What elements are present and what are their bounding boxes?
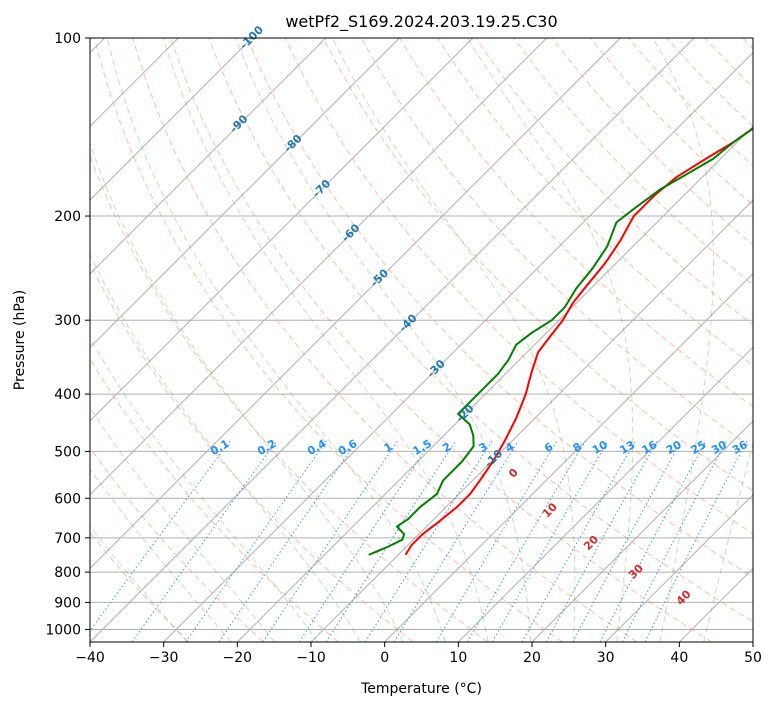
isotherm-line [90, 38, 621, 570]
mixing-ratio-line [185, 440, 327, 642]
mixing-ratio-line [218, 440, 358, 642]
moist-adiabat-line [90, 337, 319, 642]
x-tick-label: −20 [223, 650, 253, 666]
mixing-ratio-line [90, 440, 231, 632]
y-tick-label: 100 [54, 31, 81, 47]
dry-adiabat-line [94, 38, 563, 642]
dry-adiabat-line [322, 38, 753, 492]
isotherm-line [163, 51, 753, 642]
moist-adiabat-line [90, 468, 232, 642]
isotherm-line [605, 493, 753, 642]
moist-adiabat-line [652, 38, 715, 642]
isotherm-line [531, 420, 753, 642]
dry-adiabat-line [399, 38, 753, 408]
isotherm-line [90, 38, 400, 349]
grid-layer [90, 38, 753, 642]
moist-adiabat-line [332, 38, 576, 642]
dry-adiabat-line [90, 446, 264, 642]
x-tick-label: 10 [449, 650, 467, 666]
isotherm-line [90, 38, 548, 496]
dry-adiabat-line [208, 38, 753, 623]
isotherm-line [90, 38, 695, 642]
isotherm-line [236, 125, 753, 642]
axis-layer: −40 −30 −20 −10 0 10 20 30 40 50 100 200 300 400 500 60… [45, 31, 762, 666]
dry-adiabat-line [361, 38, 753, 449]
dry-adiabat-line [475, 38, 753, 326]
mixing-ratio-line [644, 440, 748, 642]
isotherm-line [90, 38, 474, 422]
x-tick-label: 40 [670, 650, 688, 666]
mixing-ratio-line [491, 440, 609, 642]
dry-adiabat-line [132, 38, 638, 642]
mixing-ratio-line [435, 440, 558, 642]
moist-adiabat-line [90, 406, 276, 642]
y-tick-label: 900 [54, 595, 81, 611]
isotherm-line [90, 38, 253, 201]
y-tick-label: 200 [54, 209, 81, 225]
moist-adiabat-line [106, 38, 447, 642]
y-tick-label: 800 [54, 565, 81, 581]
adiabat-layer [90, 38, 753, 642]
isotherm-line [90, 38, 327, 275]
dewpoint-profile-line [368, 127, 753, 556]
y-tick-label: 500 [54, 444, 81, 460]
moist-adiabat-line [90, 142, 404, 642]
mixing-ratio-line [599, 440, 707, 642]
mixing-ratio-line [131, 440, 278, 642]
mixing-ratio-line [262, 440, 398, 642]
isotherm-line [384, 272, 753, 642]
y-tick-label: 700 [54, 531, 81, 547]
dry-adiabat-line [513, 38, 753, 286]
moist-adiabat-line [162, 38, 489, 642]
isotherm-line [457, 346, 753, 642]
dry-adiabat-line [628, 38, 753, 167]
x-tick-label: −40 [75, 650, 105, 666]
y-tick-label: 600 [54, 491, 81, 507]
y-tick-label: 400 [54, 387, 81, 403]
chart-title: wetPf2_S169.2024.203.19.25.C30 [285, 12, 557, 32]
moist-adiabat-line [90, 253, 362, 642]
plot-frame [89, 37, 754, 643]
moist-adiabat-line [90, 525, 188, 642]
dry-adiabat-line [90, 262, 414, 642]
x-axis-title: Temperature (°C) [360, 681, 482, 697]
mixing-ratio-line [467, 440, 586, 642]
moist-adiabat-line [703, 440, 753, 642]
y-tick-label: 1000 [45, 622, 81, 638]
x-tick-label: 50 [744, 650, 762, 666]
series-layer [368, 127, 753, 556]
x-tick-label: −10 [296, 650, 326, 666]
x-tick-label: 20 [523, 650, 541, 666]
y-tick-label: 300 [54, 313, 81, 329]
dry-adiabat-line [246, 38, 753, 578]
x-tick-label: −30 [149, 650, 179, 666]
x-tick-label: 0 [380, 650, 389, 666]
x-tick-label: 30 [597, 650, 615, 666]
y-axis-title: Pressure (hPa) [12, 290, 28, 390]
moist-adiabat-line [235, 38, 532, 642]
mixing-ratio-line [621, 440, 727, 642]
mixing-ratio-line [298, 440, 432, 642]
mixing-ratio-line [393, 440, 519, 642]
